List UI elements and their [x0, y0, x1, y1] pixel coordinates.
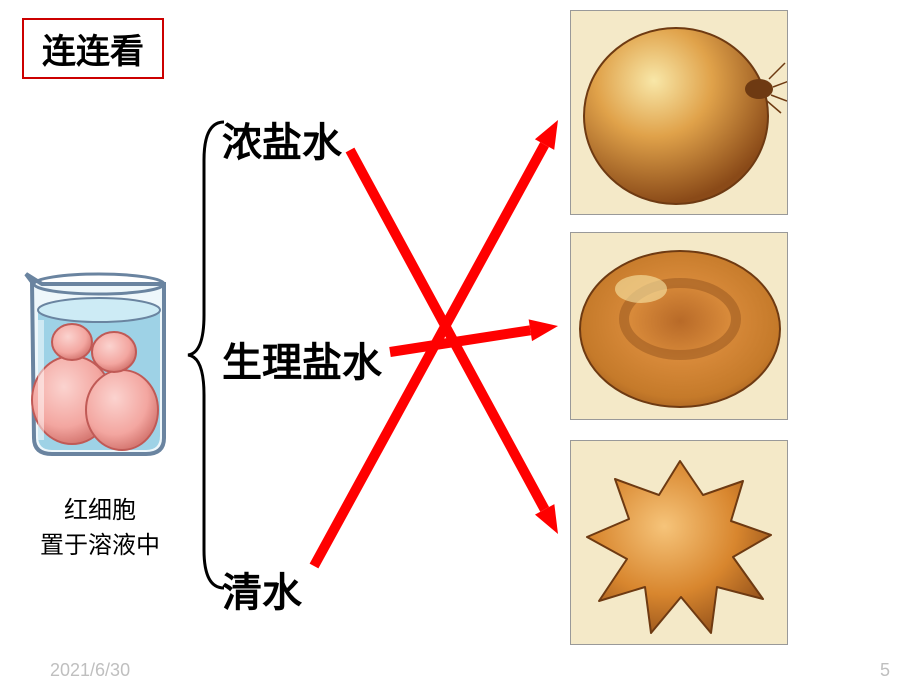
option-pure-water: 清水 [222, 560, 302, 618]
cell-image-normal [570, 232, 788, 420]
footer-page-text: 5 [880, 660, 890, 680]
option-concentrated-text: 浓盐水 [222, 121, 342, 165]
curly-bracket [186, 120, 226, 590]
option-saline-text: 生理盐水 [222, 341, 382, 385]
beaker-caption: 红细胞 置于溶液中 [20, 490, 180, 560]
beaker-caption-line1: 红细胞 [20, 490, 180, 525]
footer-date: 2021/6/30 [50, 660, 130, 681]
cell-swollen-svg [571, 11, 788, 215]
title-box: 连连看 [22, 18, 164, 79]
footer-page-number: 5 [880, 660, 890, 681]
cell-normal-svg [571, 233, 788, 420]
cell-image-crenated [570, 440, 788, 645]
beaker-illustration [14, 260, 184, 465]
option-concentrated-salt: 浓盐水 [222, 110, 342, 168]
title-text: 连连看 [42, 33, 144, 71]
cell-crenated-svg [571, 441, 788, 645]
beaker-svg [14, 260, 184, 460]
beaker-caption-line2: 置于溶液中 [20, 525, 180, 560]
footer-date-text: 2021/6/30 [50, 660, 130, 680]
cell-image-swollen [570, 10, 788, 215]
option-physiological-saline: 生理盐水 [222, 330, 382, 388]
option-water-text: 清水 [222, 571, 302, 615]
